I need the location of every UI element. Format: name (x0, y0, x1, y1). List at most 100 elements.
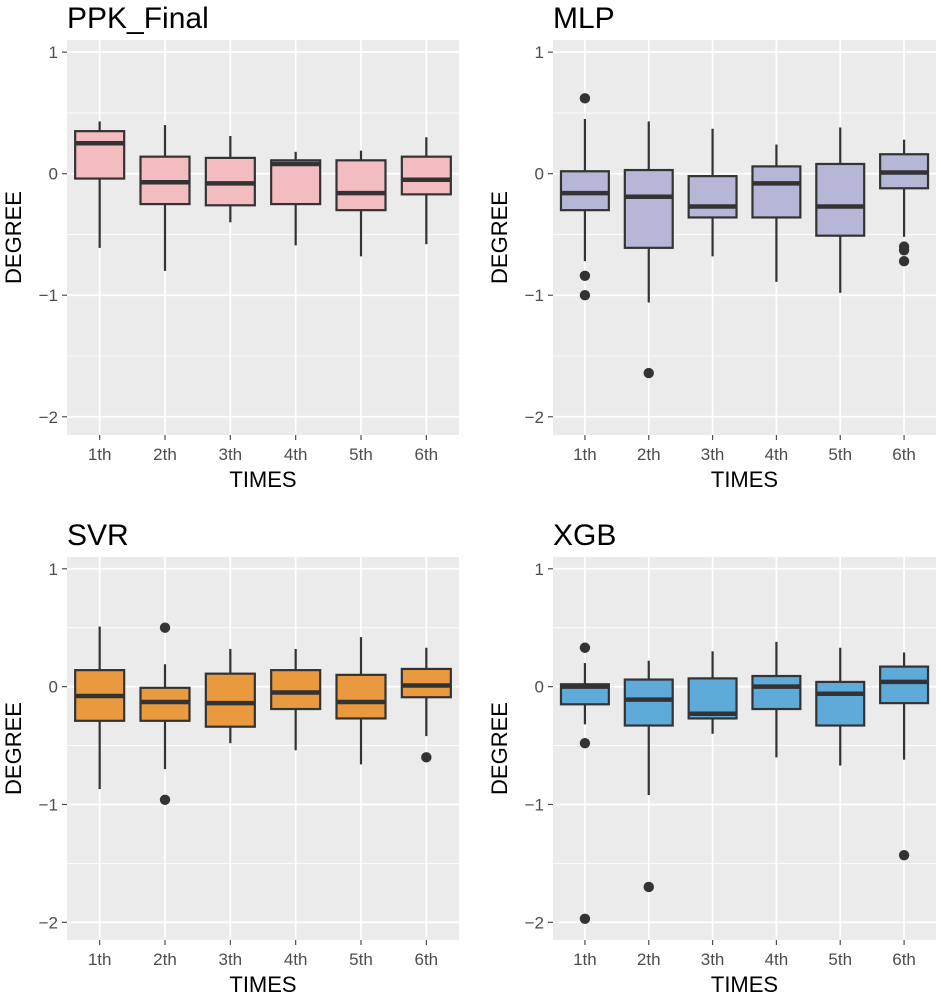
x-tick-label: 4th (765, 950, 789, 969)
plot-background (67, 557, 459, 940)
box-1th (74, 121, 126, 248)
y-tick-label: −2 (525, 408, 544, 427)
x-tick-label: 2th (153, 445, 177, 464)
box-iqr (559, 683, 610, 706)
panel-title: XGB (553, 519, 616, 552)
box-iqr (687, 175, 738, 219)
x-tick-label: 4th (284, 445, 308, 464)
outlier-point (421, 752, 432, 763)
x-tick-label: 2th (637, 950, 661, 969)
box-iqr (815, 680, 866, 727)
x-tick-label: 6th (415, 445, 439, 464)
x-tick-label: 4th (284, 950, 308, 969)
x-tick-label: 3th (219, 950, 243, 969)
x-tick-label: 2th (153, 950, 177, 969)
y-tick-label: 1 (535, 43, 544, 62)
y-tick-label: 0 (49, 678, 58, 697)
box-iqr (623, 678, 674, 727)
panel-svr: 1 0 −1 −2 1th 2th 3th 4th 5th 6th TIMES DEGREE SVR (1, 519, 459, 997)
outlier-point (898, 245, 910, 256)
box-4th (270, 648, 322, 751)
box-iqr (335, 159, 387, 212)
box-iqr (751, 674, 802, 711)
y-tick-label: −2 (39, 408, 58, 427)
box-iqr (204, 672, 256, 728)
panel-title: SVR (67, 519, 129, 552)
x-axis-title: TIMES (229, 972, 296, 997)
x-tick-label: 4th (765, 445, 789, 464)
panel-ppk-final: 1 0 −1 −2 1th 2th 3th 4th 5th 6th TIMES DEGREE PPK_F… (1, 2, 459, 492)
outlier-point (579, 290, 591, 301)
panel-mlp: 1 0 −1 −2 1th 2th 3th 4th 5th 6th TIMES DEGREE MLP (487, 2, 936, 492)
box-4th (751, 144, 802, 282)
y-axis-title: DEGREE (487, 191, 512, 284)
box-iqr (335, 673, 387, 720)
box-6th (400, 137, 452, 245)
outlier-point (579, 737, 591, 749)
x-tick-label: 5th (349, 950, 373, 969)
box-5th (815, 647, 866, 766)
outlier-point (159, 622, 171, 633)
box-1th (74, 626, 126, 790)
box-3th (687, 128, 738, 257)
x-tick-label: 6th (892, 445, 916, 464)
outlier-point (159, 794, 171, 805)
box-4th (270, 151, 322, 246)
box-iqr (270, 669, 322, 711)
outlier-point (579, 93, 591, 104)
outlier-point (579, 642, 591, 653)
x-axis-title: TIMES (711, 972, 778, 997)
x-tick-label: 2th (637, 445, 661, 464)
outlier-point (643, 367, 654, 379)
x-tick-label: 3th (701, 950, 725, 969)
box-iqr (751, 165, 802, 219)
y-tick-label: −1 (525, 795, 544, 814)
x-tick-label: 3th (219, 445, 243, 464)
x-tick-label: 1th (88, 445, 112, 464)
x-tick-label: 5th (349, 445, 373, 464)
x-axis-title: TIMES (229, 467, 296, 492)
y-tick-label: 1 (49, 560, 58, 579)
box-iqr (879, 665, 930, 705)
y-tick-label: 0 (535, 165, 544, 184)
plot-background (553, 40, 936, 435)
panel-title: PPK_Final (67, 2, 209, 35)
box-iqr (74, 130, 126, 180)
box-6th (879, 139, 930, 267)
box-iqr (623, 168, 674, 249)
box-5th (335, 150, 387, 257)
y-tick-label: 0 (535, 678, 544, 697)
x-tick-label: 5th (828, 950, 852, 969)
x-tick-label: 1th (573, 950, 597, 969)
panel-xgb: 1 0 −1 −2 1th 2th 3th 4th 5th 6th TIMES DEGREE XGB (487, 519, 936, 997)
box-6th (879, 652, 930, 861)
box-6th (400, 647, 452, 763)
y-axis-title: DEGREE (1, 191, 26, 284)
box-iqr (559, 170, 610, 212)
y-tick-label: −1 (39, 795, 58, 814)
box-3th (687, 651, 738, 734)
x-tick-label: 6th (892, 950, 916, 969)
panel-title: MLP (553, 2, 615, 35)
box-3th (204, 136, 256, 223)
box-iqr (139, 686, 191, 722)
box-2th (623, 660, 674, 893)
outlier-point (579, 913, 591, 924)
box-5th (815, 127, 866, 293)
box-1th (559, 642, 610, 924)
outlier-point (579, 270, 591, 281)
y-tick-label: −1 (39, 286, 58, 305)
y-tick-label: 1 (49, 43, 58, 62)
y-tick-label: −2 (39, 913, 58, 932)
x-tick-label: 1th (573, 445, 597, 464)
y-axis-title: DEGREE (1, 702, 26, 795)
y-tick-label: −1 (525, 286, 544, 305)
box-iqr (270, 159, 322, 206)
y-axis-title: DEGREE (487, 702, 512, 795)
outlier-point (898, 849, 910, 861)
plot-background (67, 40, 459, 435)
box-iqr (400, 155, 452, 196)
box-2th (139, 622, 191, 805)
x-tick-label: 3th (701, 445, 725, 464)
